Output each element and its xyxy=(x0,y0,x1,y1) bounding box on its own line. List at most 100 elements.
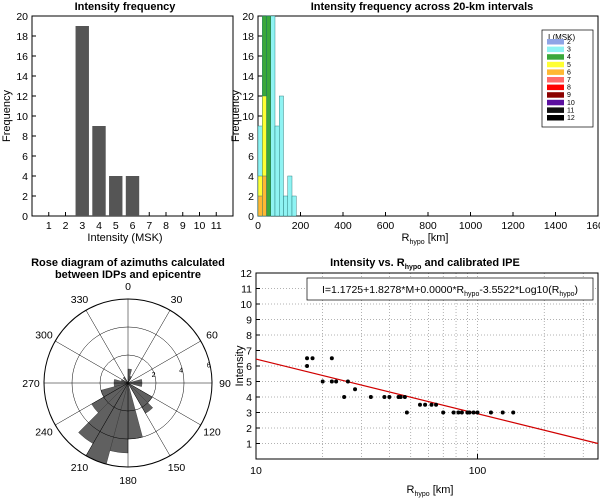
hist-bar xyxy=(109,176,123,216)
rose-angle-label: 240 xyxy=(35,427,53,439)
dist-xtick-label: 600 xyxy=(377,220,395,232)
equation-box xyxy=(306,277,594,301)
hist-bar xyxy=(125,176,140,216)
ipe-xtick-label: 10 xyxy=(250,465,262,477)
dist-xtick-label: 800 xyxy=(419,220,437,232)
hist-ytick-label: 16 xyxy=(16,51,28,63)
dist-ylabel: Frequency xyxy=(230,90,242,142)
ipe-point xyxy=(320,379,325,384)
rose-spoke xyxy=(127,340,201,384)
rose-spoke xyxy=(127,382,171,456)
hist-ytick-label: 8 xyxy=(22,131,28,143)
legend-swatch xyxy=(547,92,564,98)
hist-xtick-label: 7 xyxy=(146,220,152,232)
rose-angle-label: 270 xyxy=(22,378,40,390)
dist-bar-3 xyxy=(279,95,284,217)
hist-xtick-label: 9 xyxy=(180,220,186,232)
hist-xtick-label: 6 xyxy=(130,220,136,232)
rose-spoke xyxy=(85,382,129,456)
hist-xtick-label: 8 xyxy=(163,220,169,232)
dist-xtick-label: 0 xyxy=(255,220,261,232)
ipe-point xyxy=(423,402,428,407)
dist-ytick-label: 4 xyxy=(248,171,254,183)
ipe-point xyxy=(310,356,315,361)
ipe-x-ticks: 10 100 xyxy=(250,454,486,477)
ipe-point xyxy=(417,402,422,407)
rose-spoke xyxy=(127,310,171,384)
dist-x-ticks: 0 200 400 600 800 1000 1200 1400 1600 xyxy=(255,212,600,232)
dist-ytick-label: 20 xyxy=(242,11,254,23)
rose-angle-label: 330 xyxy=(71,294,89,306)
ipe-point xyxy=(329,379,334,384)
ipe-ytick-label: 3 xyxy=(246,408,252,420)
hist-xtick-label: 1 xyxy=(46,220,52,232)
rose-ring-label: 4 xyxy=(179,367,183,374)
dist-bar-3 xyxy=(270,15,276,217)
hist-xtick-label: 11 xyxy=(211,220,222,232)
ipe-grid xyxy=(256,272,598,459)
ipe-ytick-label: 11 xyxy=(241,284,252,296)
hist-y-ticks: 0 2 4 6 8 10 12 14 16 18 20 xyxy=(16,11,36,223)
legend-label: 9 xyxy=(567,92,571,99)
hist-ytick-label: 2 xyxy=(22,191,28,203)
rose-angle-label: 300 xyxy=(35,330,53,342)
rose-spoke xyxy=(55,382,129,426)
dist-bar-3 xyxy=(287,175,293,217)
dist-xtick-label: 1200 xyxy=(501,220,525,232)
rose-spoke xyxy=(85,310,129,384)
rose-ring-label: 2 xyxy=(152,372,156,379)
ipe-point xyxy=(475,410,480,415)
legend-swatch xyxy=(547,84,564,91)
ipe-ytick-label: 7 xyxy=(246,346,252,358)
legend-swatch xyxy=(547,39,564,45)
rose-petal xyxy=(127,379,143,384)
ipe-xlabel: Rhypo [km] xyxy=(407,484,454,498)
dist-bar-3 xyxy=(274,125,280,217)
ipe-point xyxy=(429,402,434,407)
legend-label: 11 xyxy=(567,107,574,114)
legend-swatch xyxy=(547,54,564,60)
hist-xtick-label: 4 xyxy=(96,220,102,232)
legend-label: 6 xyxy=(567,69,571,76)
dist-ytick-label: 10 xyxy=(242,111,254,123)
rose-angle-label: 0 xyxy=(125,281,131,293)
legend-swatch xyxy=(547,99,564,106)
hist-ytick-label: 10 xyxy=(16,111,28,123)
ipe-point xyxy=(305,364,310,368)
ipe-point xyxy=(467,410,472,415)
distance-interval-panel: Intensity frequency across 20-km interva… xyxy=(230,1,600,246)
dist-title: Intensity frequency across 20-km interva… xyxy=(311,1,534,13)
dist-xtick-label: 1000 xyxy=(459,220,483,232)
ipe-ytick-label: 5 xyxy=(246,377,252,389)
legend-label: 3 xyxy=(567,47,571,54)
ipe-point xyxy=(511,410,516,415)
dist-xtick-label: 400 xyxy=(334,220,352,232)
rose-angle-label: 90 xyxy=(219,378,231,390)
rose-title-line2: between IDPs and epicentre xyxy=(55,269,201,281)
rose-angle-label: 150 xyxy=(168,462,186,474)
ipe-point xyxy=(488,410,493,415)
hist-ylabel: Frequency xyxy=(1,90,13,142)
ipe-fit-line xyxy=(255,358,599,445)
ipe-point xyxy=(342,395,347,399)
hist-ytick-label: 18 xyxy=(16,31,28,43)
hist-ytick-label: 4 xyxy=(22,171,28,183)
hist-ytick-label: 0 xyxy=(22,211,28,223)
dist-ytick-label: 18 xyxy=(242,31,254,43)
hist-xlabel: Intensity (MSK) xyxy=(87,232,162,244)
legend-swatch xyxy=(547,77,564,83)
hist-ytick-label: 12 xyxy=(16,91,28,103)
rose-angle-label: 120 xyxy=(203,427,221,439)
legend-swatch xyxy=(547,46,564,53)
legend-swatch xyxy=(547,115,564,121)
dist-y-ticks: 0 2 4 6 8 10 12 14 16 18 20 xyxy=(242,11,262,223)
legend-label: 5 xyxy=(567,62,571,69)
ipe-point xyxy=(398,395,403,399)
rose-angle-label: 30 xyxy=(171,294,183,306)
ipe-ytick-label: 1 xyxy=(246,439,252,451)
dist-ytick-label: 14 xyxy=(242,71,254,83)
